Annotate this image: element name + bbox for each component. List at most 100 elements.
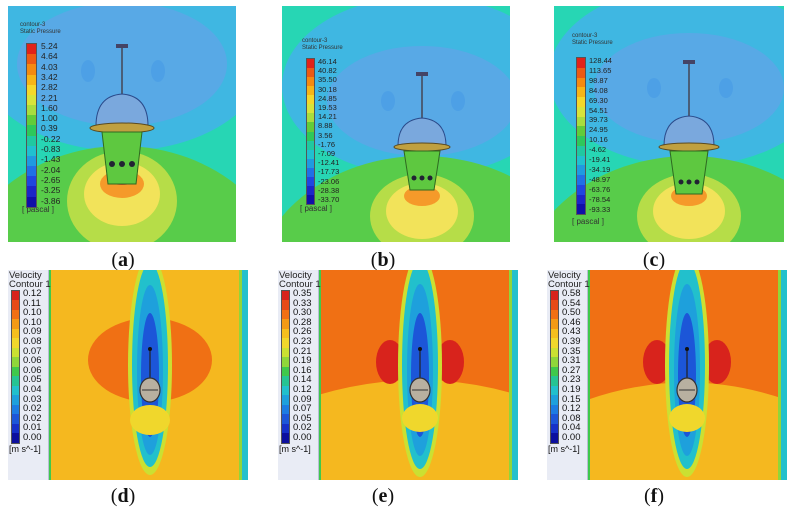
legend-tick-label: 0.16 (293, 364, 312, 376)
legend-tick-label: -93.33 (589, 204, 611, 214)
legend-color-swatch (282, 376, 289, 386)
legend-color-swatch (307, 86, 314, 96)
legend-color-swatch (282, 309, 289, 320)
legend-tick-label: 0.09 (293, 393, 312, 405)
legend-colorbar (306, 58, 315, 206)
legend-color-swatch (551, 404, 558, 415)
legend-tick-label: 0.00 (293, 432, 312, 443)
legend-color-swatch (551, 433, 558, 443)
legend-color-swatch (282, 404, 289, 415)
legend-color-swatch (12, 347, 19, 358)
legend-color-swatch (551, 385, 558, 396)
legend-color-swatch (12, 404, 19, 415)
legend-tick-label: 0.46 (562, 316, 581, 328)
legend-color-swatch (307, 194, 314, 204)
legend-tick-label: -0.83 (41, 144, 61, 154)
legend-title-a: contour-3 (20, 22, 46, 28)
legend-color-swatch (27, 125, 36, 136)
legend-tick-label: 0.35 (562, 345, 581, 357)
legend-tick-label: 0.06 (23, 355, 42, 367)
legend-tick-label: 8.88 (318, 121, 333, 131)
legend-color-swatch (577, 165, 585, 176)
legend-color-swatch (282, 366, 289, 377)
legend-tick-label: 46.14 (318, 57, 337, 66)
legend-color-swatch (551, 291, 558, 301)
legend-colorbar (26, 43, 37, 208)
legend-colorbar (281, 290, 290, 444)
legend-tick-label: 39.73 (589, 115, 608, 125)
legend-subtitle-f: Contour 1 (548, 279, 590, 290)
legend-tick-label: 0.50 (562, 307, 581, 319)
legend-color-swatch (282, 319, 289, 329)
legend-tick-label: 14.21 (318, 112, 337, 122)
legend-subtitle-a: Static Pressure (20, 29, 61, 35)
legend-color-swatch (577, 77, 585, 88)
legend-tick-label: 0.07 (23, 345, 42, 357)
legend-tick-label: 0.27 (562, 364, 581, 376)
legend-color-swatch (551, 328, 558, 339)
legend-color-swatch (551, 376, 558, 386)
legend-unit-d: [m s^-1] (9, 444, 41, 454)
legend-color-swatch (12, 423, 19, 434)
legend-color-swatch (551, 338, 558, 348)
legend-tick-label: -33.70 (318, 195, 340, 204)
legend-color-swatch (577, 106, 585, 117)
velocity-contour-panel-d (8, 270, 248, 480)
legend-color-swatch (577, 175, 585, 185)
legend-tick-label: 30.18 (318, 84, 337, 94)
legend-color-swatch (12, 319, 19, 329)
legend-color-swatch (27, 166, 36, 177)
legend-color-swatch (551, 347, 558, 358)
legend-color-swatch (282, 328, 289, 339)
legend-tick-label: 0.07 (293, 403, 312, 415)
legend-color-swatch (307, 104, 314, 114)
legend-color-swatch (12, 357, 19, 367)
legend-color-swatch (307, 176, 314, 186)
legend-tick-label: 0.54 (562, 297, 581, 309)
velocity-contour-image (587, 270, 787, 480)
legend-tick-label: 0.05 (293, 412, 312, 424)
legend-tick-label: 0.01 (23, 422, 42, 434)
velocity-contour-image (48, 270, 248, 480)
legend-tick-label: -2.04 (41, 164, 61, 175)
velocity-contour-image (318, 270, 518, 480)
legend-color-swatch (282, 433, 289, 443)
legend-tick-label: 113.65 (589, 65, 612, 75)
legend-subtitle-d: Contour 1 (9, 279, 51, 290)
legend-color-swatch (577, 87, 585, 98)
caption-a: (a) (111, 249, 135, 271)
legend-color-swatch (27, 84, 36, 95)
legend-tick-label: 0.31 (562, 355, 581, 367)
legend-title-b: contour-3 (302, 38, 328, 44)
legend-color-swatch (307, 95, 314, 105)
legend-color-swatch (282, 338, 289, 348)
legend-color-swatch (282, 300, 289, 310)
legend-tick-label: -4.62 (589, 145, 607, 155)
legend-color-swatch (307, 59, 314, 69)
legend-color-swatch (307, 113, 314, 123)
legend-color-swatch (282, 291, 289, 301)
legend-tick-label: 2.21 (41, 92, 58, 103)
legend-tick-label: -3.25 (41, 185, 61, 196)
legend-tick-label: -34.19 (589, 164, 611, 174)
legend-colorbar (576, 57, 586, 216)
legend-color-swatch (307, 140, 314, 150)
legend-color-swatch (577, 136, 585, 146)
pressure-contour-panel-a (8, 6, 236, 242)
legend-title-f: Velocity (548, 270, 581, 281)
legend-color-swatch (27, 105, 36, 116)
legend-color-swatch (12, 376, 19, 386)
legend-color-swatch (27, 145, 36, 156)
legend-tick-label: 2.82 (41, 82, 58, 93)
legend-tick-label: 40.82 (318, 66, 337, 76)
legend-title-e: Velocity (279, 270, 312, 281)
legend-tick-label: 0.06 (23, 364, 42, 376)
legend-color-swatch (577, 67, 585, 78)
legend-color-swatch (282, 357, 289, 367)
caption-f: (f) (643, 485, 664, 507)
legend-color-swatch (12, 309, 19, 320)
legend-tick-label: 4.64 (41, 51, 58, 62)
legend-color-swatch (551, 300, 558, 310)
legend-tick-label: 0.26 (293, 326, 312, 338)
legend-color-swatch (577, 204, 585, 215)
